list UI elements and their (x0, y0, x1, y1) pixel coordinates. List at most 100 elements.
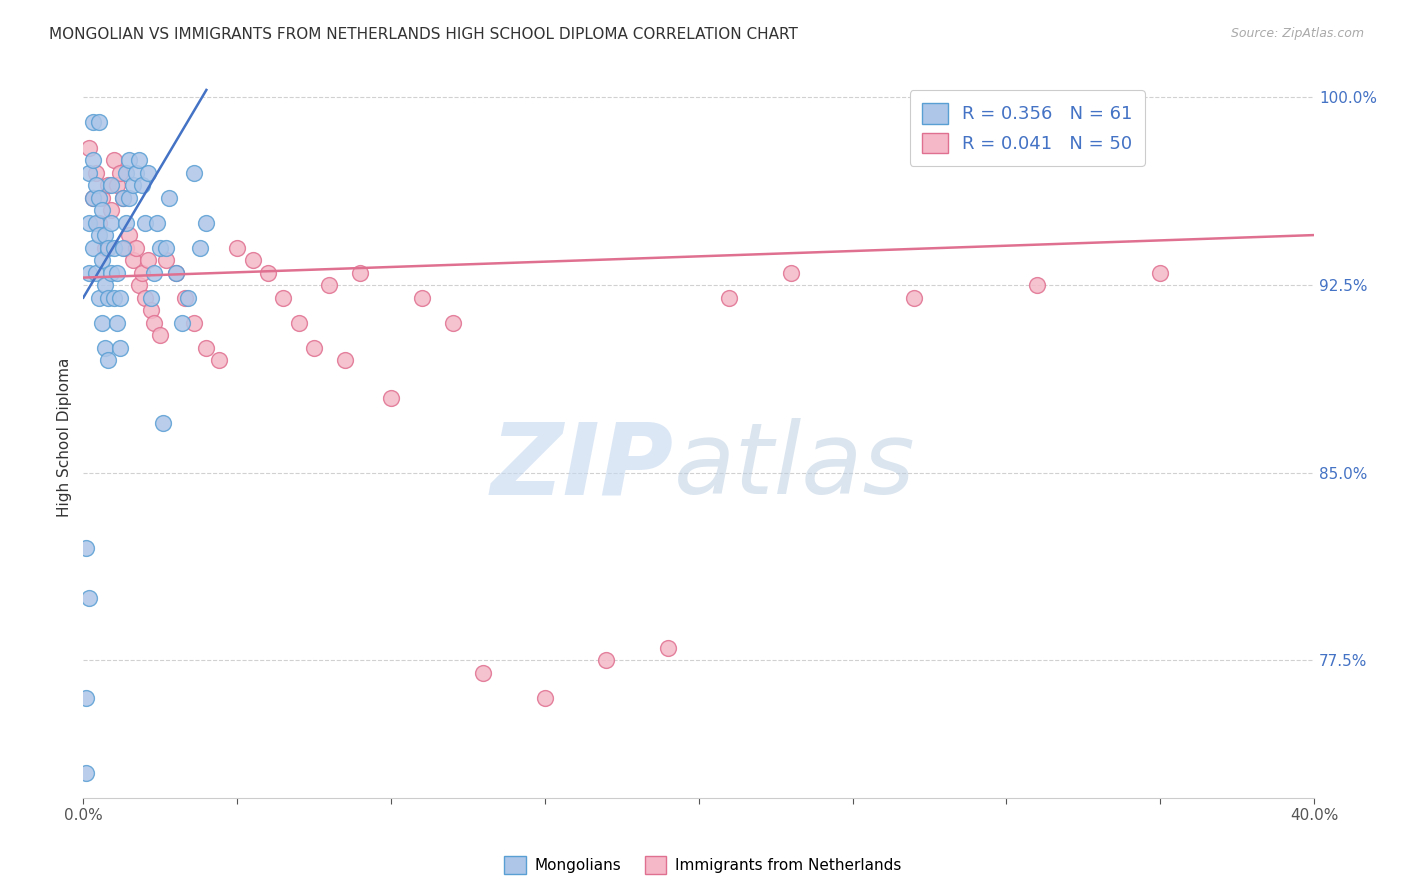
Point (87, 228, 110, 243)
Point (124, 165, 146, 179)
Point (94, 278, 117, 293)
Point (128, 153, 150, 167)
Point (121, 178, 143, 192)
Legend: R = 0.356   N = 61, R = 0.041   N = 50: R = 0.356 N = 61, R = 0.041 N = 50 (910, 90, 1144, 166)
Point (149, 241, 172, 255)
Point (94, 241, 117, 255)
Point (183, 316, 205, 330)
Point (134, 216, 156, 230)
Point (155, 253, 177, 268)
Point (82, 153, 104, 167)
Point (100, 216, 122, 230)
Point (112, 190, 135, 204)
Point (84, 165, 107, 179)
Point (97, 241, 120, 255)
Point (195, 341, 218, 355)
Point (139, 303, 162, 318)
Point (170, 316, 193, 330)
Point (94, 228, 117, 243)
Point (441, 316, 464, 330)
Point (208, 353, 231, 368)
Point (780, 266, 803, 280)
Point (100, 202, 122, 217)
Point (226, 241, 249, 255)
Point (595, 653, 617, 667)
Point (155, 241, 177, 255)
Point (118, 153, 141, 167)
Point (110, 291, 132, 305)
Point (84, 178, 107, 192)
Point (82, 115, 104, 129)
Point (136, 165, 159, 179)
Point (87, 115, 110, 129)
Point (94, 341, 117, 355)
Point (134, 291, 156, 305)
Legend: Mongolians, Immigrants from Netherlands: Mongolians, Immigrants from Netherlands (498, 850, 908, 880)
Point (121, 253, 143, 268)
Point (82, 241, 104, 255)
Text: ZIP: ZIP (491, 418, 673, 515)
Point (90, 253, 112, 268)
Point (115, 165, 138, 179)
Point (110, 165, 132, 179)
Point (75, 690, 97, 705)
Point (165, 266, 187, 280)
Point (136, 253, 159, 268)
Point (97, 178, 120, 192)
Point (131, 266, 153, 280)
Point (103, 241, 125, 255)
Point (124, 241, 146, 255)
Point (1149, 266, 1171, 280)
Point (87, 291, 110, 305)
Point (100, 178, 122, 192)
Point (287, 316, 309, 330)
Point (105, 266, 128, 280)
Point (173, 291, 195, 305)
Point (115, 216, 138, 230)
Point (657, 640, 679, 655)
Point (165, 266, 187, 280)
Point (152, 416, 174, 430)
Point (128, 278, 150, 293)
Point (79, 591, 101, 605)
Point (718, 291, 741, 305)
Point (79, 216, 101, 230)
Point (84, 216, 107, 230)
Point (79, 266, 101, 280)
Point (79, 140, 101, 154)
Point (90, 316, 112, 330)
Point (112, 190, 135, 204)
Y-axis label: High School Diploma: High School Diploma (58, 358, 72, 517)
Point (90, 202, 112, 217)
Point (75, 766, 97, 780)
Point (84, 266, 107, 280)
Point (411, 291, 433, 305)
Point (195, 216, 218, 230)
Point (139, 291, 162, 305)
Point (183, 165, 205, 179)
Text: MONGOLIAN VS IMMIGRANTS FROM NETHERLANDS HIGH SCHOOL DIPLOMA CORRELATION CHART: MONGOLIAN VS IMMIGRANTS FROM NETHERLANDS… (49, 27, 799, 42)
Point (1026, 278, 1049, 293)
Point (79, 165, 101, 179)
Point (318, 278, 340, 293)
Point (159, 190, 181, 204)
Text: Source: ZipAtlas.com: Source: ZipAtlas.com (1230, 27, 1364, 40)
Point (82, 190, 104, 204)
Point (97, 353, 120, 368)
Point (87, 190, 110, 204)
Point (118, 190, 141, 204)
Point (105, 316, 128, 330)
Point (82, 190, 104, 204)
Point (302, 341, 325, 355)
Point (97, 291, 120, 305)
Point (105, 178, 128, 192)
Point (271, 291, 294, 305)
Point (103, 291, 125, 305)
Point (146, 216, 169, 230)
Point (115, 241, 138, 255)
Point (349, 266, 371, 280)
Point (100, 266, 122, 280)
Point (472, 665, 495, 680)
Point (103, 153, 125, 167)
Point (110, 341, 132, 355)
